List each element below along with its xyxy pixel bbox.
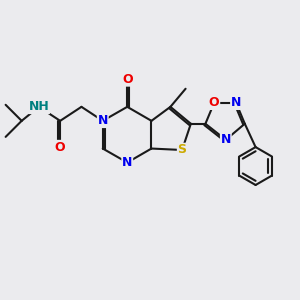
Text: N: N bbox=[98, 114, 108, 127]
Text: O: O bbox=[55, 141, 65, 154]
Text: O: O bbox=[209, 96, 220, 109]
Text: N: N bbox=[220, 133, 231, 146]
Text: N: N bbox=[231, 96, 241, 109]
Text: NH: NH bbox=[28, 100, 49, 113]
Text: S: S bbox=[178, 143, 187, 157]
Text: O: O bbox=[122, 73, 133, 86]
Text: N: N bbox=[122, 156, 132, 169]
